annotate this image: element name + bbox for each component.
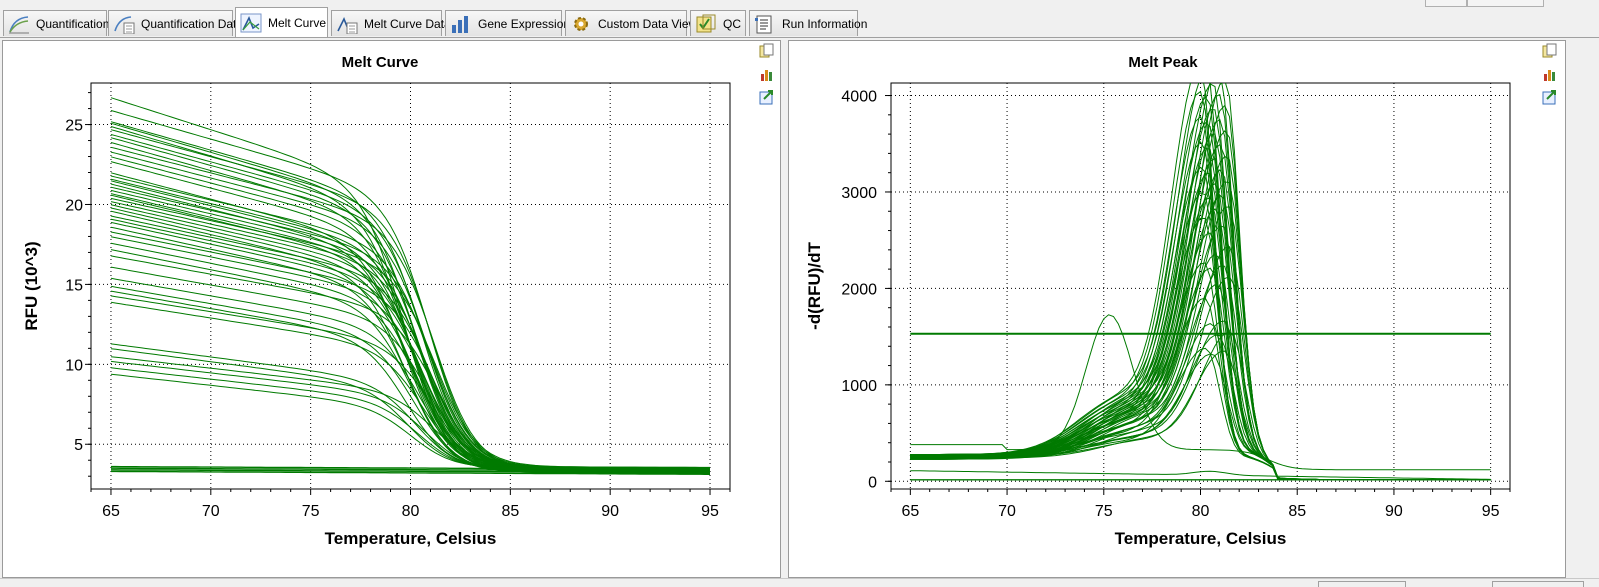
y-tick-label: 5 — [74, 437, 83, 454]
tab-bar: Quantification Quantification Data Melt Cu… — [0, 0, 1599, 38]
y-axis-label: RFU (10^3) — [22, 241, 41, 330]
series-group — [110, 97, 711, 475]
y-tick-label: 4000 — [841, 89, 877, 106]
x-axis-label: Temperature, Celsius — [1115, 529, 1287, 548]
y-tick-label: 25 — [65, 118, 83, 135]
x-tick-label: 80 — [1192, 503, 1210, 520]
tab-label: Quantification Data — [141, 16, 244, 31]
y-tick-label: 1000 — [841, 378, 877, 395]
x-tick-label: 95 — [1482, 503, 1500, 520]
export-icon[interactable] — [1542, 89, 1558, 105]
melt-curve-panel: Melt Curve 65 70 75 80 85 90 95 5 10 15 20 25 Tempera… — [2, 40, 781, 578]
low-series — [910, 470, 1491, 480]
x-tick-label: 65 — [102, 503, 120, 520]
x-tick-label: 80 — [402, 503, 420, 520]
x-tick-label: 95 — [701, 503, 719, 520]
tab-quantification-data[interactable]: Quantification Data — [108, 10, 243, 36]
melt-curve-data-icon — [337, 16, 358, 34]
print-chart-icon[interactable] — [759, 66, 775, 82]
quantification-data-icon — [114, 15, 135, 34]
flat-series — [111, 469, 710, 474]
x-tick-label: 75 — [1095, 503, 1113, 520]
x-axis-label: Temperature, Celsius — [325, 529, 497, 548]
side-peak-series — [910, 314, 1491, 471]
tab-label: QC — [723, 16, 741, 31]
x-tick-label: 70 — [998, 503, 1016, 520]
tab-custom-data-view[interactable]: Custom Data View — [565, 10, 697, 36]
y-tick-label: 20 — [65, 197, 83, 214]
series-group — [910, 83, 1491, 481]
tab-label: Melt Curve — [268, 15, 327, 30]
tab-melt-curve-data[interactable]: Melt Curve Data — [331, 10, 451, 36]
x-tick-label: 65 — [901, 503, 919, 520]
status-segment — [1318, 581, 1406, 587]
tab-qc[interactable]: QC — [690, 10, 746, 36]
x-tick-label: 90 — [1385, 503, 1403, 520]
x-tick-label: 90 — [601, 503, 619, 520]
run-information-icon — [755, 15, 772, 33]
x-tick-label: 85 — [1288, 503, 1306, 520]
y-tick-label: 2000 — [841, 281, 877, 298]
export-icon[interactable] — [759, 89, 775, 105]
tab-run-information[interactable]: Run Information — [749, 10, 867, 36]
print-chart-icon[interactable] — [1542, 66, 1558, 82]
x-tick-label: 85 — [501, 503, 519, 520]
chart-title: Melt Curve — [342, 54, 419, 71]
window-control-area — [1425, 0, 1467, 7]
tab-label: Gene Expression — [478, 16, 571, 31]
y-axis-label: -d(RFU)/dT — [805, 241, 824, 329]
gene-expression-icon — [452, 15, 468, 33]
tab-label: Quantification — [36, 16, 110, 31]
x-tick-label: 75 — [302, 503, 320, 520]
flat-series — [111, 470, 710, 475]
melt-peak-panel: Melt Peak 65 70 75 80 85 90 95 0 1000 2000 3000 4000… — [788, 40, 1566, 578]
window-control-area — [1467, 0, 1544, 7]
tab-label: Run Information — [782, 16, 868, 31]
custom-data-view-icon — [574, 16, 588, 31]
tab-quantification[interactable]: Quantification — [3, 10, 110, 36]
tab-melt-curve[interactable]: Melt Curve — [235, 7, 328, 37]
flat-series — [111, 467, 710, 472]
tab-gene-expression[interactable]: Gene Expression — [445, 10, 570, 36]
copy-icon[interactable] — [759, 43, 775, 59]
melt-curve-chart: Melt Curve 65 70 75 80 85 90 95 5 10 15 20 25 Tempera… — [22, 54, 731, 548]
y-tick-label: 15 — [65, 277, 83, 294]
tab-label: Custom Data View — [598, 16, 698, 31]
x-tick-label: 70 — [202, 503, 220, 520]
qc-icon — [696, 14, 716, 32]
flat-series — [111, 465, 710, 471]
copy-icon[interactable] — [1542, 43, 1558, 59]
y-tick-label: 3000 — [841, 185, 877, 202]
melt-curve-series — [110, 356, 710, 469]
y-tick-label: 10 — [65, 357, 83, 374]
chart-title: Melt Peak — [1128, 54, 1198, 71]
melt-curve-series — [110, 295, 710, 469]
tab-label: Melt Curve Data — [364, 16, 451, 31]
melt-peak-chart: Melt Peak 65 70 75 80 85 90 95 0 1000 2000 3000 4000… — [805, 54, 1511, 548]
status-segment — [1492, 581, 1584, 587]
status-strip — [0, 578, 1599, 587]
y-tick-label: 0 — [868, 474, 877, 491]
quantification-icon — [9, 15, 29, 33]
melt-curve-icon — [240, 13, 262, 32]
plot-area — [90, 82, 731, 490]
